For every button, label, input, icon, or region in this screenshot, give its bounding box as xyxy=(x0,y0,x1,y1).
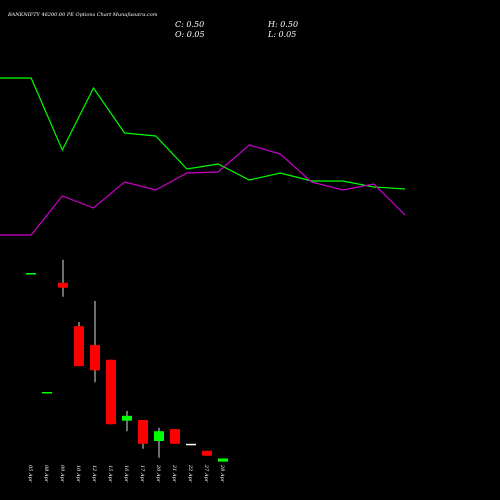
x-tick-label: 27 Apr xyxy=(203,464,209,483)
candle-body xyxy=(154,431,164,441)
high-label: H: 0.50 xyxy=(267,20,298,29)
x-tick-label: 10 Apr xyxy=(75,465,81,483)
candle-body xyxy=(218,458,228,462)
x-tick-label: 09 Apr xyxy=(59,465,65,483)
indicator-line xyxy=(0,77,406,190)
x-tick-label: 16 Apr xyxy=(123,465,129,483)
candle-body xyxy=(122,415,132,421)
low-label: L: 0.05 xyxy=(267,30,296,39)
candle-body xyxy=(42,392,52,394)
candle-body xyxy=(170,429,180,444)
x-tick-label: 12 Apr xyxy=(91,465,97,483)
open-label: O: 0.05 xyxy=(175,30,205,39)
candle-body xyxy=(138,420,148,444)
candle-body xyxy=(58,282,68,288)
x-tick-label: 17 Apr xyxy=(139,465,145,483)
x-tick-label: 22 Apr xyxy=(187,464,193,483)
x-tick-label: 15 Apr xyxy=(107,465,113,483)
x-tick-label: 28 Apr xyxy=(219,464,225,483)
candle-body xyxy=(106,359,116,425)
x-tick-label: 21 Apr xyxy=(171,464,177,483)
candle-body xyxy=(90,345,100,371)
indicator-line xyxy=(0,144,406,236)
x-tick-label: 08 Apr xyxy=(43,465,49,483)
close-label: C: 0.50 xyxy=(175,20,204,29)
x-tick-label: 05 Apr xyxy=(27,465,33,483)
candle-body xyxy=(74,326,84,367)
candle-body xyxy=(186,443,196,446)
candle-body xyxy=(202,450,212,456)
chart-title: BANKNIFTY 46200.00 PE Options Chart Muna… xyxy=(7,12,158,18)
x-tick-label: 20 Apr xyxy=(155,464,161,483)
candle-body xyxy=(26,273,36,275)
